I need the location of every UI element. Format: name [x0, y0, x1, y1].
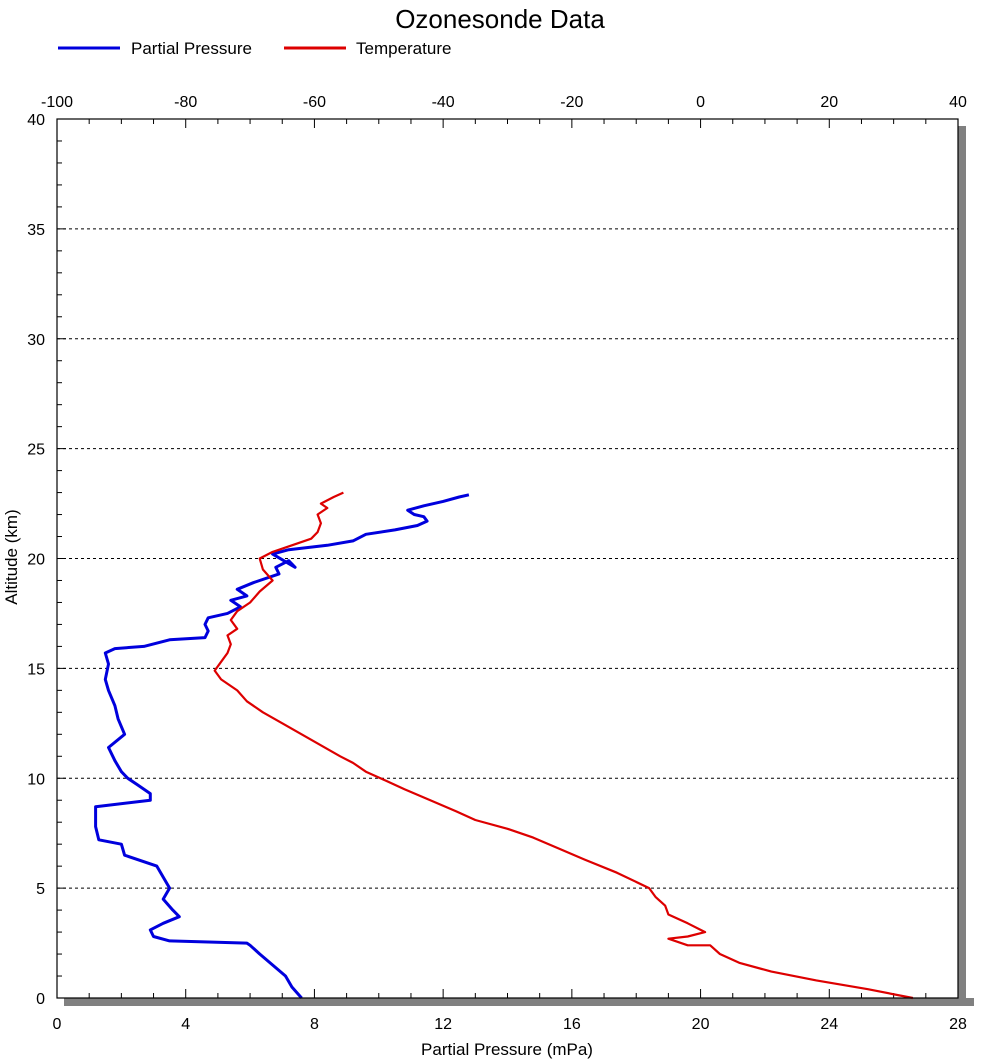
- x-top-tick-label: -40: [432, 94, 455, 111]
- x-bottom-tick-label: 8: [310, 1016, 319, 1033]
- x-bottom-tick-label: 4: [181, 1016, 190, 1033]
- y-tick-label: 15: [27, 661, 45, 678]
- x-top-tick-label: -100: [41, 94, 73, 111]
- tick-marks: [56, 118, 959, 999]
- x-bottom-tick-label: 0: [53, 1016, 62, 1033]
- series-lines: [94, 491, 914, 1000]
- series-line-partial-pressure: [94, 493, 470, 999]
- x-top-tick-label: 0: [696, 94, 705, 111]
- x-bottom-tick-label: 28: [949, 1016, 967, 1033]
- y-tick-label: 20: [27, 552, 45, 569]
- legend-label-partial-pressure: Partial Pressure: [131, 39, 252, 58]
- y-tick-label: 35: [27, 222, 45, 239]
- x-bottom-tick-label: 16: [563, 1016, 581, 1033]
- gridlines: [57, 228, 958, 889]
- y-tick-label: 30: [27, 332, 45, 349]
- plot-frame: [56, 118, 959, 999]
- x-top-tick-label: 20: [820, 94, 838, 111]
- x-top-tick-label: -20: [560, 94, 583, 111]
- y-tick-label: 10: [27, 771, 45, 788]
- y-tick-label: 5: [36, 881, 45, 898]
- x-bottom-tick-label: 24: [820, 1016, 838, 1033]
- y-tick-label: 25: [27, 442, 45, 459]
- x-top-tick-label: -80: [174, 94, 197, 111]
- x-top-tick-label: 40: [949, 94, 967, 111]
- x-bottom-tick-label: 12: [434, 1016, 452, 1033]
- x-bottom-tick-label: 20: [692, 1016, 710, 1033]
- chart-title: Ozonesonde Data: [395, 4, 605, 34]
- y-axis-label: Altitude (km): [2, 509, 21, 604]
- y-tick-label: 40: [27, 112, 45, 129]
- frame-shadow-right: [958, 126, 966, 1006]
- frame-shadow-bottom: [64, 998, 974, 1006]
- y-tick-label: 0: [36, 991, 45, 1008]
- tick-labels: 0 5 10 15 20 25 30 35 40 0 4 8 12 16 20 24 28 -100 -80 -60 -…: [27, 94, 967, 1033]
- x-top-tick-label: -60: [303, 94, 326, 111]
- x-axis-label: Partial Pressure (mPa): [421, 1040, 593, 1059]
- legend-label-temperature: Temperature: [356, 39, 451, 58]
- series-line-temperature: [213, 491, 914, 1000]
- legend: Partial Pressure Temperature: [58, 39, 451, 58]
